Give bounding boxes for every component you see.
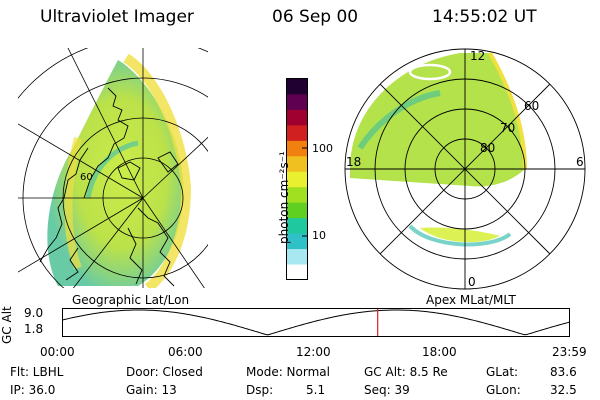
- colorbar-band: [286, 109, 308, 126]
- mlat-label-70: 70: [500, 121, 515, 135]
- mlt-label-0: 0: [468, 275, 476, 289]
- timeline-axis-label: GC Alt: [0, 306, 14, 344]
- colorbar: [286, 78, 308, 280]
- colorbar-band: [286, 217, 308, 234]
- apex-caption: Apex MLat/MLT: [426, 293, 516, 307]
- info-mode: Mode: Normal: [246, 365, 330, 379]
- mlat-label-80: 80: [480, 141, 495, 155]
- timeline-xtick-1800: 18:00: [422, 345, 457, 359]
- colorbar-tick-10: 10: [312, 229, 326, 242]
- info-filter: Flt: LBHL: [10, 365, 64, 379]
- info-glon: GLon:: [486, 383, 521, 397]
- colorbar-band: [286, 186, 308, 203]
- info-ip: IP: 36.0: [10, 383, 56, 397]
- colorbar-band: [286, 248, 308, 265]
- info-glat: GLat:: [486, 365, 519, 379]
- colorbar-band: [286, 155, 308, 172]
- info-gain: Gain: 13: [126, 383, 177, 397]
- mlt-label-18: 18: [346, 155, 361, 169]
- timeline-xtick-2359: 23:59: [552, 345, 587, 359]
- info-dsp: Dsp:: [246, 383, 274, 397]
- colorbar-band: [286, 124, 308, 141]
- date-label: 06 Sep 00: [272, 7, 359, 27]
- map-lat-tick-label: 60: [80, 172, 93, 183]
- instrument-title: Ultraviolet Imager: [40, 7, 194, 27]
- colorbar-unit-label: photon cm⁻²s⁻¹: [277, 151, 291, 244]
- colorbar-band: [286, 202, 308, 219]
- timeline-ytick-low: 1.8: [24, 322, 44, 336]
- timeline-xtick-0000: 00:00: [40, 345, 75, 359]
- colorbar-band: [286, 264, 308, 280]
- time-label: 14:55:02 UT: [432, 7, 537, 27]
- colorbar-band: [286, 78, 308, 95]
- geographic-caption: Geographic Lat/Lon: [72, 293, 190, 307]
- aurora-image-left: [47, 60, 184, 286]
- colorbar-band: [286, 93, 308, 110]
- info-gc-alt: GC Alt: 8.5 Re: [364, 365, 448, 379]
- colorbar-band: [286, 233, 308, 250]
- timeline-xtick-1200: 12:00: [296, 345, 331, 359]
- info-door: Door: Closed: [126, 365, 203, 379]
- timeline-plot: [62, 308, 570, 337]
- geographic-map: 60: [18, 48, 208, 288]
- polar-plot: 12 18 6 0 80 70 60: [344, 48, 586, 290]
- colorbar-band: [286, 140, 308, 157]
- timeline-xtick-0600: 06:00: [168, 345, 203, 359]
- mlt-label-6: 6: [576, 155, 584, 169]
- info-seq: Seq: 39: [364, 383, 410, 397]
- info-dsp-value: 5.1: [306, 383, 326, 397]
- timeline-ytick-high: 9.0: [24, 306, 44, 320]
- info-glon-value: 32.5: [550, 383, 577, 397]
- colorbar-band: [286, 171, 308, 188]
- info-glat-value: 83.6: [550, 365, 577, 379]
- mlat-label-60: 60: [524, 99, 539, 113]
- colorbar-tick-100: 100: [312, 142, 333, 155]
- mlt-label-12: 12: [470, 49, 485, 63]
